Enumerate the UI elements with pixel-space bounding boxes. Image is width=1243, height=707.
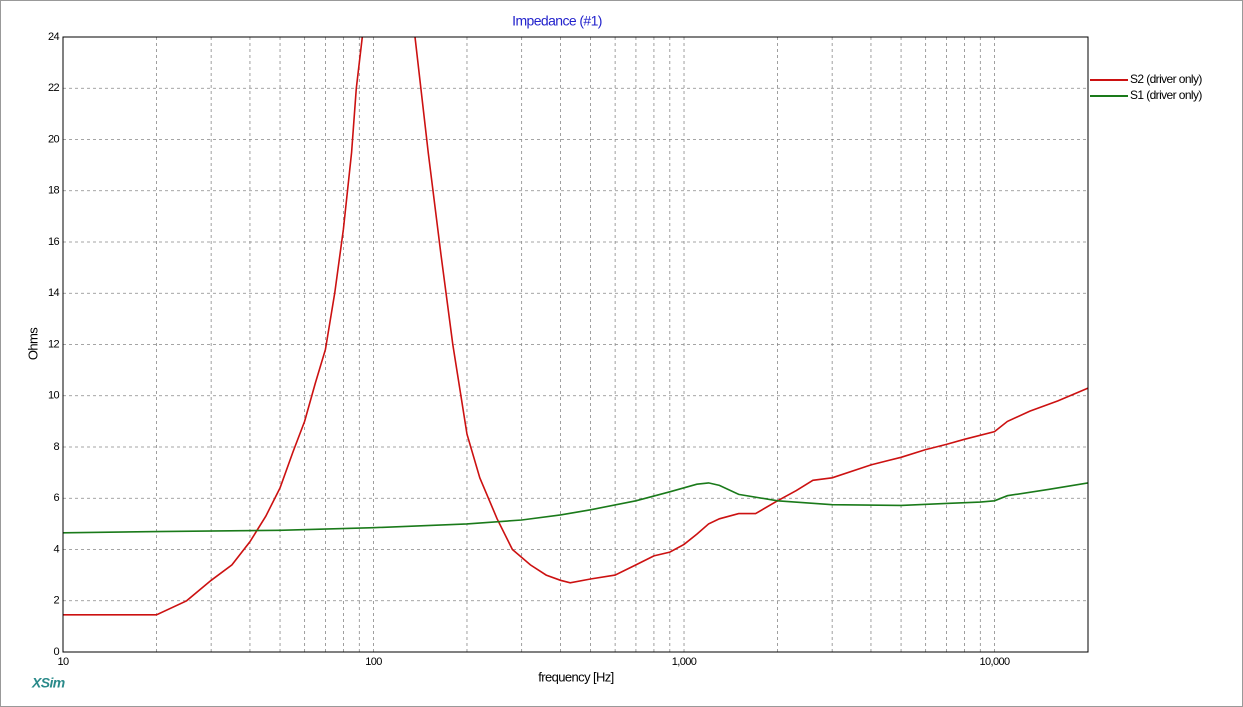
y-axis-label: Ohms [25,327,40,360]
y-tick-label: 4 [53,543,59,555]
x-tick-label: 10,000 [980,656,1011,668]
y-tick-label: 8 [53,441,59,453]
y-tick-label: 10 [48,390,60,402]
x-tick-label: 10 [57,656,69,668]
y-tick-label: 0 [53,646,59,658]
series-line [63,37,1088,616]
plot-frame [62,36,1089,653]
x-axis-label: frequency [Hz] [538,669,613,684]
y-tick-label: 6 [53,492,59,504]
x-tick-label: 100 [365,656,382,668]
chart-title: Impedance (#1) [512,13,602,29]
watermark: XSim [31,675,65,691]
x-tick-label: 1,000 [672,656,697,668]
grid [62,36,1088,653]
legend-label: S2 (driver only) [1130,72,1202,86]
y-tick-label: 12 [48,338,60,350]
y-tick-label: 22 [48,82,60,94]
y-tick-label: 14 [48,287,60,299]
legend-label: S1 (driver only) [1130,88,1202,102]
y-tick-label: 24 [48,31,60,43]
y-tick-label: 20 [48,133,60,145]
y-tick-label: 2 [53,595,59,607]
y-tick-label: 16 [48,236,60,248]
series-line [63,482,1088,534]
y-tick-label: 18 [48,185,60,197]
plot-lines [63,37,1088,616]
